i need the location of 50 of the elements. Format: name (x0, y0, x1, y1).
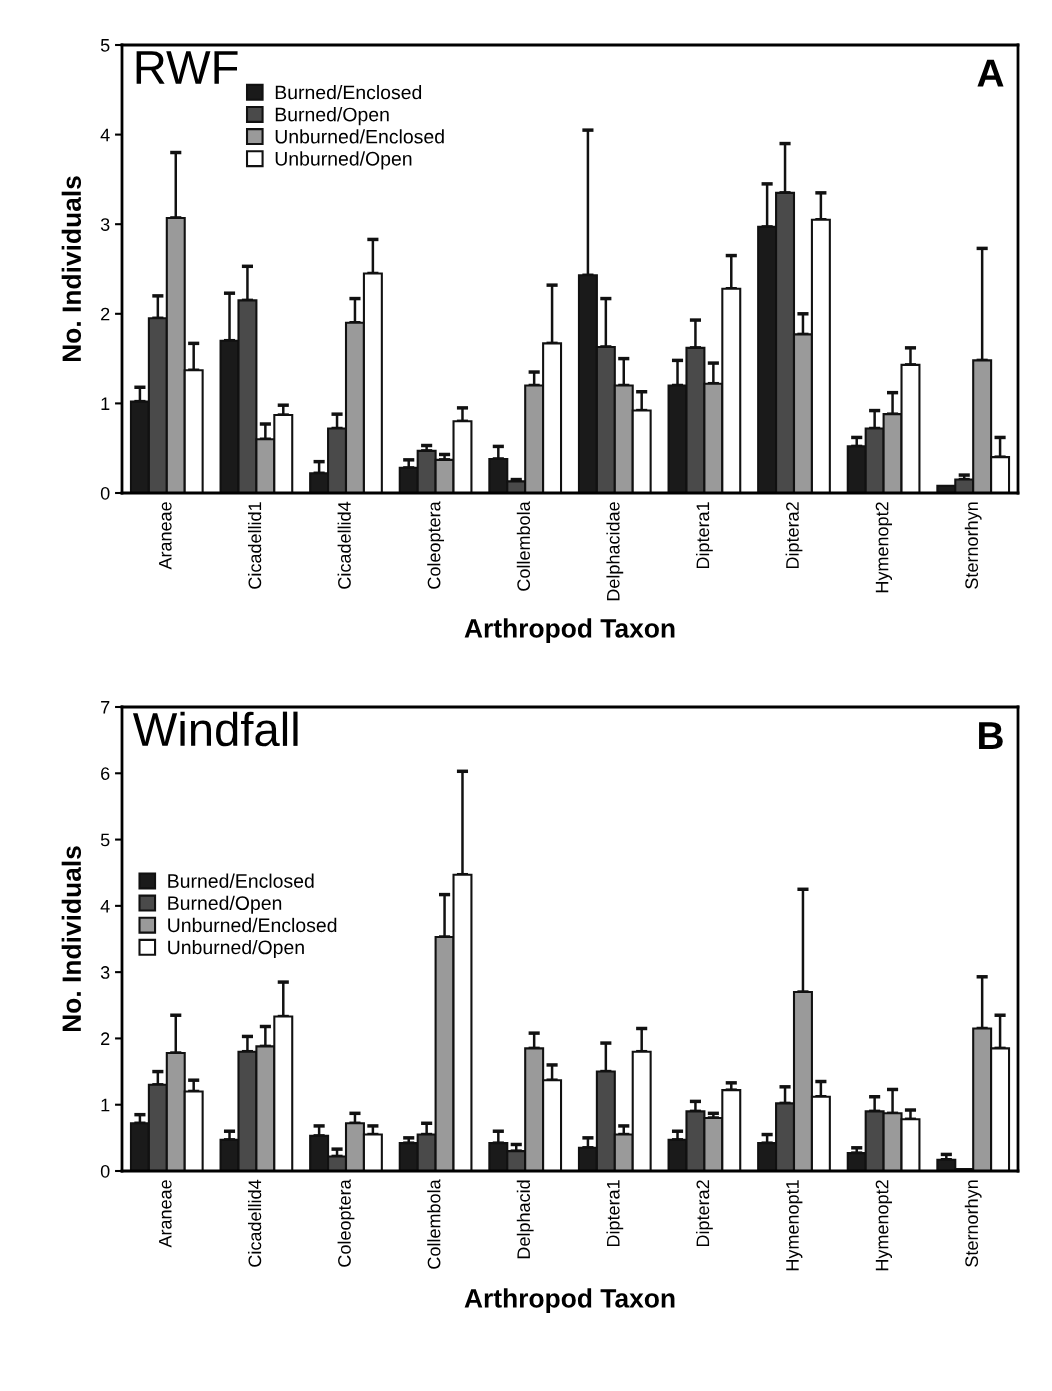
x-tick-label: Sternorhyn (964, 1180, 982, 1267)
y-tick-label: 5 (100, 39, 110, 52)
legend-label: Burned/Open (275, 107, 389, 126)
y-tick-label: 1 (101, 1098, 110, 1112)
x-axis-title: Arthropod Taxon (464, 1288, 675, 1313)
x-tick-label: Araneae (159, 502, 172, 570)
y-axis-title: No. Individuals (61, 176, 82, 362)
y-tick-label: 2 (101, 307, 110, 321)
x-axis-title: Arthropod Taxon (464, 618, 675, 643)
legend-label: Burned/Open (168, 895, 282, 914)
chart-title: Windfall (132, 711, 298, 747)
y-tick-label: 4 (100, 128, 110, 142)
x-tick-label: Coleoptera (337, 1179, 355, 1267)
y-tick-label: 0 (100, 486, 110, 500)
x-tick-label: Diptera1 (606, 1180, 624, 1247)
legend-label: Unburned/Enclosed (168, 917, 337, 933)
x-tick-label: Cicadellid1 (247, 502, 262, 589)
chart-title: RWF (136, 51, 238, 84)
y-tick-label: 3 (100, 966, 110, 979)
x-tick-label: Cicadellid4 (247, 1179, 262, 1267)
y-tick-label: 6 (101, 767, 110, 781)
x-tick-label: Araneae (159, 1180, 172, 1248)
annotation: B (979, 722, 1003, 750)
y-tick-label: 4 (100, 899, 110, 913)
x-tick-label: Diptera2 (785, 502, 803, 569)
legend-label: Unburned/Open (275, 151, 412, 170)
x-tick-label: Collembola (516, 501, 531, 591)
x-tick-label: Diptera2 (695, 1180, 713, 1247)
x-tick-label: Delphacidae (606, 502, 624, 601)
legend-label: Unburned/Open (168, 939, 304, 959)
x-tick-label: Coleoptera (427, 501, 445, 589)
y-tick-label: 3 (100, 218, 110, 231)
annotation: A (977, 59, 1004, 87)
x-tick-label: Delphacid (516, 1180, 534, 1259)
y-tick-label: 5 (100, 833, 110, 847)
x-tick-label: Hymenopt1 (786, 1180, 803, 1271)
y-tick-label: 2 (101, 1032, 110, 1045)
legend-label: Burned/Enclosed (168, 873, 314, 888)
x-tick-label: Hymenopt2 (875, 502, 893, 593)
y-tick-label: 7 (101, 701, 110, 714)
x-tick-label: Hymenopt2 (875, 1180, 893, 1271)
x-tick-label: Diptera1 (695, 502, 713, 569)
legend-label: Burned/Enclosed (275, 85, 422, 100)
x-tick-label: Collembola (427, 1179, 441, 1269)
y-axis-title: No. Individuals (61, 846, 82, 1032)
y-tick-label: 1 (101, 397, 110, 410)
y-tick-label: 0 (100, 1164, 110, 1178)
x-tick-label: Sternorhyn (964, 502, 982, 589)
legend-label: Unburned/Enclosed (275, 129, 444, 144)
x-tick-label: Cicadellid4 (337, 501, 351, 589)
